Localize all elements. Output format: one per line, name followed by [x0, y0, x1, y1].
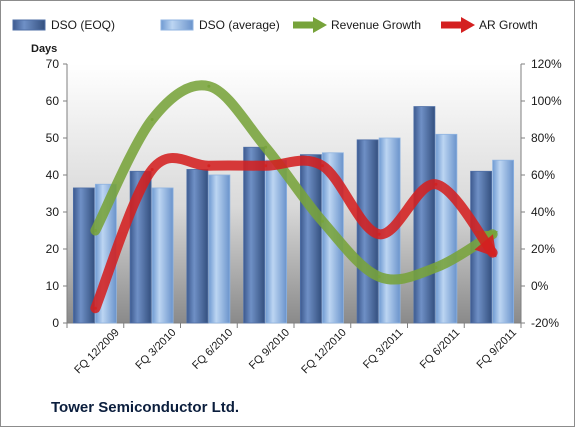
revenue-growth-point — [150, 118, 154, 121]
right-tick-label: 20% — [531, 242, 555, 256]
right-tick-label: 60% — [531, 168, 555, 182]
revenue-growth-point — [93, 229, 97, 232]
left-tick-label: 10 — [46, 279, 60, 293]
ar-growth-point — [150, 167, 154, 171]
category-label: FQ 6/2010 — [190, 327, 235, 372]
right-tick-label: 120% — [531, 57, 562, 71]
category-label: FQ 12/2009 — [72, 327, 122, 377]
bar-dso-average — [151, 187, 174, 324]
left-tick-label: 50 — [46, 131, 60, 145]
left-tick-label: 60 — [46, 94, 60, 108]
category-label: FQ 3/2010 — [133, 327, 178, 372]
revenue-growth-point — [264, 145, 268, 149]
left-tick-label: 40 — [46, 168, 60, 182]
bar-dso-average — [265, 159, 288, 324]
bar-dso-eoq — [243, 146, 266, 324]
legend-swatch-dso-eoq- — [12, 19, 46, 31]
ar-growth-point — [93, 306, 97, 310]
revenue-growth-point — [434, 266, 438, 269]
right-tick-label: -20% — [531, 316, 559, 330]
bar-dso-eoq — [186, 169, 209, 324]
bar-dso-average — [208, 174, 231, 324]
ar-growth-point — [207, 164, 211, 168]
legend-label-ar-growth: AR Growth — [479, 18, 538, 32]
category-label: FQ 3/2011 — [361, 327, 406, 372]
legend-label-dso-eoq-: DSO (EOQ) — [51, 18, 115, 32]
bar-dso-eoq — [413, 106, 436, 324]
right-tick-label: 40% — [531, 205, 555, 219]
company-name: Tower Semiconductor Ltd. — [51, 399, 240, 416]
legend-arrow-revenue-growth — [313, 17, 327, 33]
category-label: FQ 9/2011 — [474, 327, 519, 372]
left-tick-label: 20 — [46, 242, 60, 256]
category-label: FQ 6/2011 — [418, 327, 463, 372]
legend-label-revenue-growth: Revenue Growth — [331, 18, 421, 32]
left-tick-label: 0 — [52, 316, 59, 330]
legend-arrow-ar-growth — [461, 17, 475, 33]
revenue-growth-point — [207, 84, 211, 88]
bar-dso-average — [492, 159, 515, 324]
right-tick-label: 0% — [531, 279, 549, 293]
left-tick-label: 30 — [46, 205, 60, 219]
right-tick-label: 80% — [531, 131, 555, 145]
bar-dso-average — [435, 133, 458, 324]
ar-growth-point — [320, 164, 324, 168]
category-label: FQ 12/2010 — [299, 327, 349, 377]
ar-growth-arrowhead — [474, 234, 497, 258]
revenue-growth-point — [377, 275, 381, 279]
right-tick-label: 100% — [531, 94, 562, 108]
left-tick-label: 70 — [46, 57, 60, 71]
bar-dso-eoq — [72, 187, 95, 324]
ar-growth-point — [264, 164, 268, 168]
y-axis-title: Days — [31, 43, 57, 55]
category-label: FQ 9/2010 — [247, 327, 292, 372]
legend-label-dso-average-: DSO (average) — [199, 18, 280, 32]
ar-growth-point — [377, 232, 381, 236]
revenue-growth-point — [320, 219, 324, 223]
ar-growth-line — [90, 153, 498, 314]
legend-swatch-dso-average- — [160, 19, 194, 31]
bar-dso-eoq — [299, 154, 322, 324]
ar-growth-point — [434, 182, 438, 186]
